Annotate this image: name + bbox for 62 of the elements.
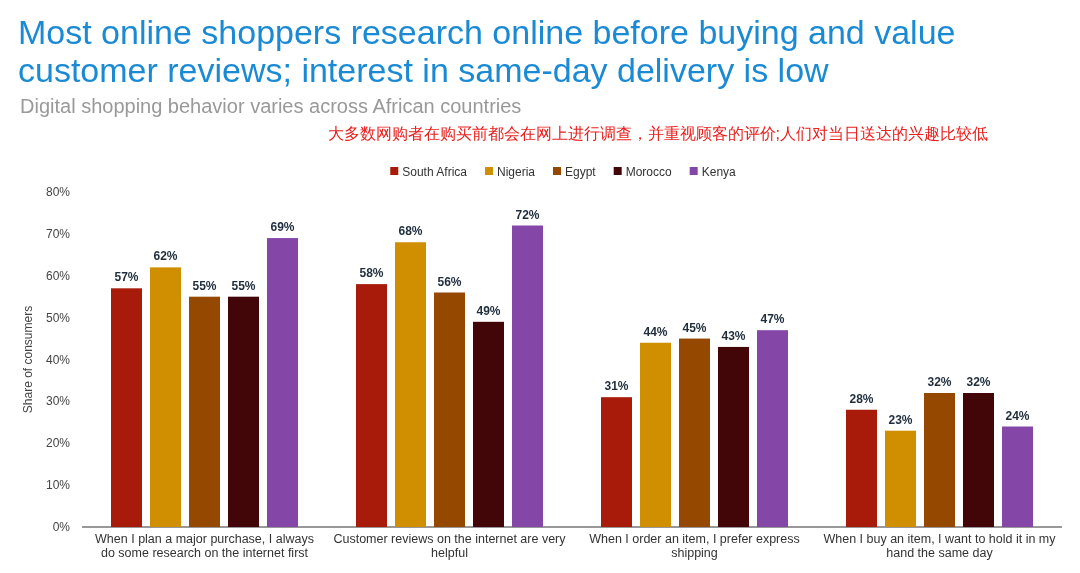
chart-subtitle: Digital shopping behavior varies across African countries <box>20 95 522 117</box>
legend-label: Egypt <box>565 165 597 179</box>
y-axis-title: Share of consumers <box>21 305 35 414</box>
legend-label: Kenya <box>701 165 737 179</box>
data-label: 31% <box>604 379 629 394</box>
legend-label: South Africa <box>402 165 468 179</box>
y-tick-label: 10% <box>45 478 71 493</box>
data-label: 43% <box>721 328 746 343</box>
data-label: 47% <box>760 312 785 327</box>
data-label: 55% <box>192 278 217 293</box>
y-tick-label: 80% <box>45 185 71 199</box>
legend-label: Nigeria <box>496 165 536 179</box>
chart-title: Most online shoppers research online before buying and value customer reviews; interest in same-day delivery is low <box>18 13 956 89</box>
bar <box>512 225 543 527</box>
y-tick-label: 60% <box>45 268 71 283</box>
y-tick-label: 50% <box>45 310 71 325</box>
bar <box>679 338 710 527</box>
bar <box>473 321 504 527</box>
bar <box>718 346 749 527</box>
data-label: 58% <box>359 266 384 281</box>
bar <box>150 267 181 527</box>
data-label: 44% <box>643 324 668 339</box>
y-tick-label: 0% <box>52 520 71 534</box>
bar <box>1002 426 1033 527</box>
data-label: 23% <box>888 412 913 427</box>
data-label: 57% <box>114 270 139 285</box>
bar <box>963 393 994 527</box>
x-tick-label: Customer reviews on the internet are very helpful <box>333 532 567 560</box>
bar <box>356 284 387 527</box>
data-label: 56% <box>437 274 462 289</box>
data-label: 62% <box>153 249 178 264</box>
data-label: 45% <box>682 320 707 335</box>
data-label: 32% <box>927 375 952 389</box>
data-label: 24% <box>1005 408 1030 423</box>
x-tick-label: When I plan a major purchase, I always do some research on the internet first <box>95 532 314 560</box>
bar <box>111 288 142 527</box>
data-label: 55% <box>231 278 256 293</box>
y-tick-label: 70% <box>45 226 71 241</box>
bar <box>757 330 788 527</box>
bar <box>601 397 632 527</box>
data-label: 68% <box>398 224 423 239</box>
x-tick-label: When I order an item, I prefer express shipping <box>589 532 800 560</box>
bar <box>885 430 916 527</box>
bar <box>434 292 465 527</box>
bar <box>846 409 877 527</box>
bar <box>189 296 220 527</box>
text: 大多数网购者在购买前都会在网上进行调查，并重视顾客的评价;人们对当日送达的兴趣比较低 <box>327 125 988 142</box>
bar <box>228 296 259 527</box>
data-label: 32% <box>966 375 991 389</box>
y-tick-label: 30% <box>45 394 71 409</box>
data-label: 72% <box>515 207 540 222</box>
bar <box>395 242 426 527</box>
data-label: 69% <box>270 220 295 235</box>
legend-label: Morocco <box>625 165 673 179</box>
bar <box>640 342 671 527</box>
bar <box>924 393 955 527</box>
data-label: 28% <box>849 391 874 406</box>
y-tick-label: 20% <box>45 436 71 451</box>
data-label: 49% <box>476 303 501 318</box>
bar <box>267 238 298 527</box>
x-tick-label: When I buy an item, I want to hold it in my hand the same day <box>823 532 1057 560</box>
y-tick-label: 40% <box>45 352 71 367</box>
